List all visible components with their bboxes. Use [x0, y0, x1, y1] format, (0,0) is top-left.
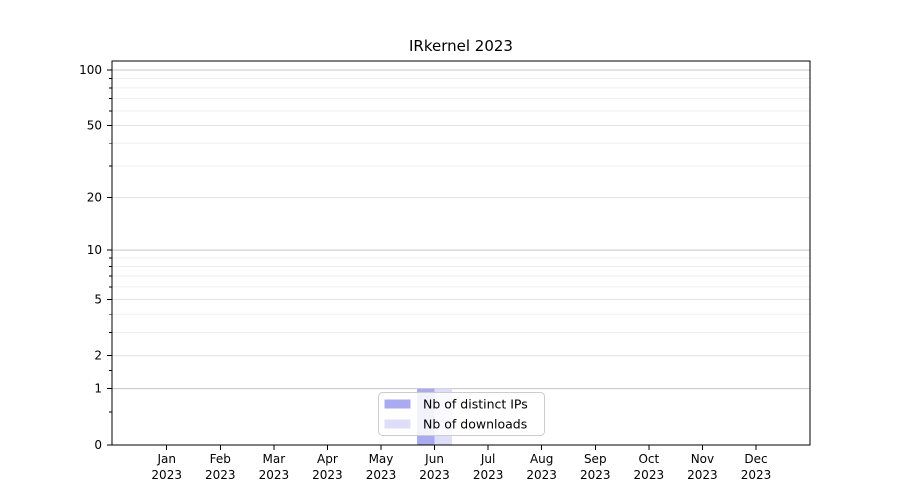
x-tick-month: May — [369, 452, 394, 466]
y-tick-label-10: 10 — [87, 243, 102, 257]
x-tick-label-aug: Aug 2023 — [526, 452, 557, 482]
x-tick-label-nov: Nov 2023 — [687, 452, 718, 482]
x-tick-year: 2023 — [366, 468, 397, 482]
x-tick-label-oct: Oct 2023 — [634, 452, 665, 482]
x-tick-label-feb: Feb 2023 — [205, 452, 236, 482]
x-tick-month: Jan — [156, 452, 176, 466]
x-tick-month: Sep — [584, 452, 607, 466]
x-tick-year: 2023 — [259, 468, 290, 482]
x-tick-label-jun: Jun 2023 — [419, 452, 450, 482]
x-tick-year: 2023 — [526, 468, 557, 482]
y-tick-label-50: 50 — [87, 119, 102, 133]
x-tick-month: Jun — [424, 452, 444, 466]
y-tick-label-20: 20 — [87, 191, 102, 205]
x-tick-label-may: May 2023 — [366, 452, 397, 482]
x-tick-year: 2023 — [205, 468, 236, 482]
x-tick-label-mar: Mar 2023 — [259, 452, 290, 482]
x-tick-month: Feb — [210, 452, 231, 466]
y-tick-label-0: 0 — [94, 438, 102, 452]
x-tick-month: Oct — [638, 452, 659, 466]
x-tick-label-jul: Jul 2023 — [473, 452, 504, 482]
x-tick-month: Mar — [263, 452, 286, 466]
x-tick-label-sep: Sep 2023 — [580, 452, 611, 482]
x-tick-year: 2023 — [687, 468, 718, 482]
legend-label-nb-of-distinct-ips: Nb of distinct IPs — [423, 397, 528, 412]
legend-box — [378, 392, 545, 436]
legend-swatch-nb-of-distinct-ips — [384, 399, 411, 409]
legend-swatch-nb-of-downloads — [384, 419, 411, 429]
x-tick-label-apr: Apr 2023 — [312, 452, 343, 482]
x-tick-year: 2023 — [580, 468, 611, 482]
x-tick-month: Nov — [691, 452, 714, 466]
x-tick-year: 2023 — [312, 468, 343, 482]
x-tick-month: Apr — [317, 452, 338, 466]
y-tick-label-2: 2 — [94, 349, 102, 363]
x-tick-label-dec: Dec 2023 — [741, 452, 772, 482]
x-tick-year: 2023 — [473, 468, 504, 482]
x-tick-month: Aug — [530, 452, 553, 466]
x-tick-label-jan: Jan 2023 — [151, 452, 182, 482]
x-tick-year: 2023 — [151, 468, 182, 482]
y-tick-label-5: 5 — [94, 292, 102, 306]
x-tick-month: Dec — [744, 452, 767, 466]
x-tick-year: 2023 — [741, 468, 772, 482]
plot-frame — [111, 60, 811, 446]
y-tick-label-1: 1 — [94, 382, 102, 396]
chart-title: IRkernel 2023 — [409, 37, 513, 55]
x-tick-month: Jul — [480, 452, 495, 466]
legend-label-nb-of-downloads: Nb of downloads — [423, 417, 527, 432]
x-tick-year: 2023 — [634, 468, 665, 482]
x-tick-year: 2023 — [419, 468, 450, 482]
y-tick-label-100: 100 — [79, 63, 102, 77]
